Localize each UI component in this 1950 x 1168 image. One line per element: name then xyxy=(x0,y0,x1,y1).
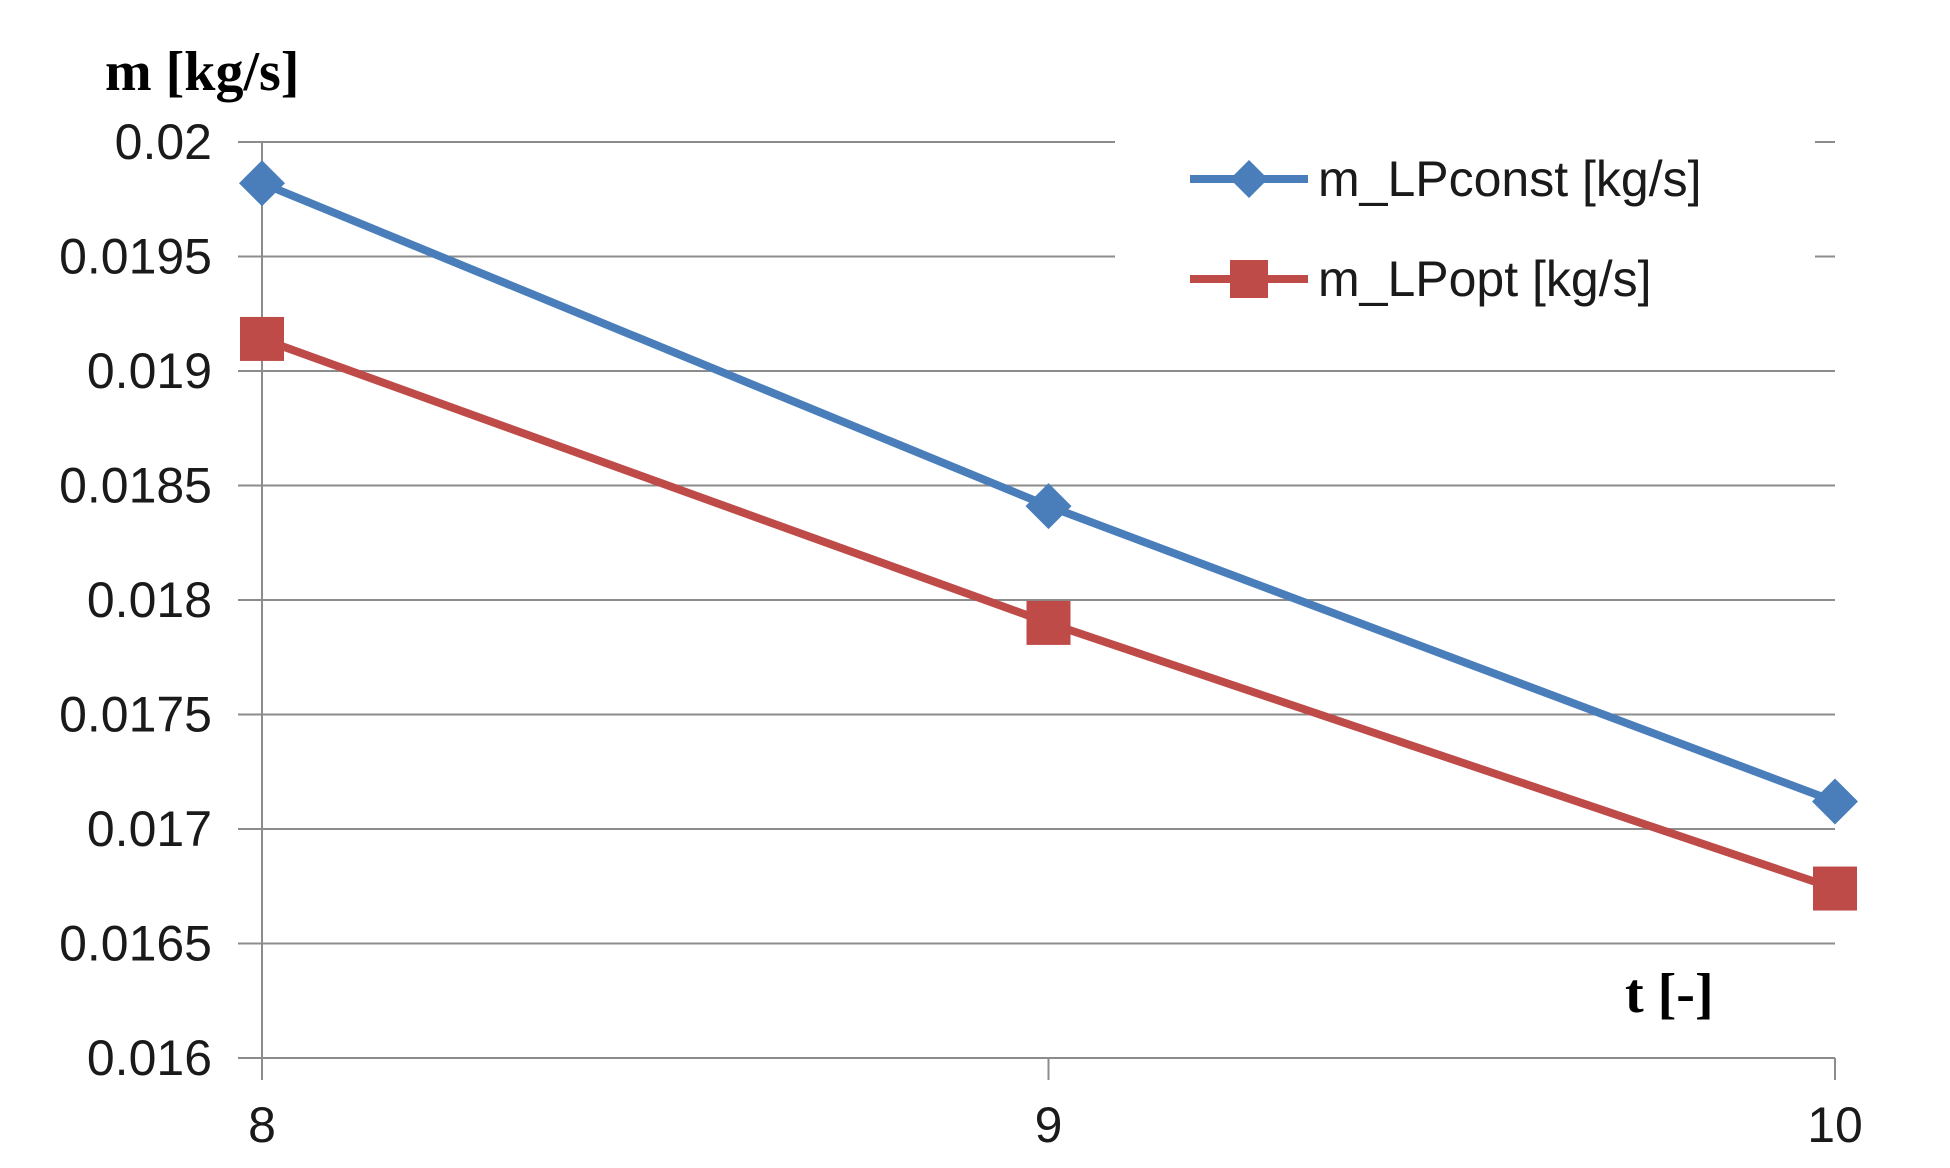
x-axis-title: t [-] xyxy=(1625,963,1714,1025)
series-1-point-0 xyxy=(240,316,284,361)
y-tick-label-7: 0.0195 xyxy=(59,229,212,285)
y-tick-label-6: 0.019 xyxy=(87,343,212,399)
y-tick-label-8: 0.02 xyxy=(115,114,212,170)
tick-labels: 0.016 0.0165 0.017 0.0175 0.018 0.0185 0.019 0.… xyxy=(59,114,1863,1153)
legend-marker-1 xyxy=(1230,260,1268,298)
legend-label-1: m_LPopt [kg/s] xyxy=(1318,251,1652,307)
series xyxy=(239,160,1858,911)
legend-label-0: m_LPconst [kg/s] xyxy=(1318,151,1702,207)
y-tick-label-3: 0.0175 xyxy=(59,687,212,743)
y-tick-label-5: 0.0185 xyxy=(59,458,212,514)
y-axis-title: m [kg/s] xyxy=(105,41,299,103)
series-1-point-2 xyxy=(1813,866,1857,911)
series-0-point-0 xyxy=(239,160,285,207)
x-tick-label-2: 10 xyxy=(1807,1097,1863,1153)
y-tick-label-2: 0.017 xyxy=(87,801,212,857)
legend-background xyxy=(1115,130,1815,340)
x-tick-label-0: 8 xyxy=(248,1097,276,1153)
series-0-point-2 xyxy=(1812,778,1858,825)
y-tick-label-1: 0.0165 xyxy=(59,916,212,972)
x-tick-label-1: 9 xyxy=(1035,1097,1063,1153)
y-tick-label-4: 0.018 xyxy=(87,572,212,628)
legend-marker-0 xyxy=(1230,160,1268,198)
y-tick-label-0: 0.016 xyxy=(87,1030,212,1086)
axes xyxy=(261,142,1836,1080)
legend: m_LPconst [kg/s] m_LPopt [kg/s] xyxy=(1115,130,1815,340)
series-0-point-1 xyxy=(1025,483,1072,530)
series-1-point-1 xyxy=(1026,600,1071,645)
grid-lines xyxy=(238,141,1835,1059)
